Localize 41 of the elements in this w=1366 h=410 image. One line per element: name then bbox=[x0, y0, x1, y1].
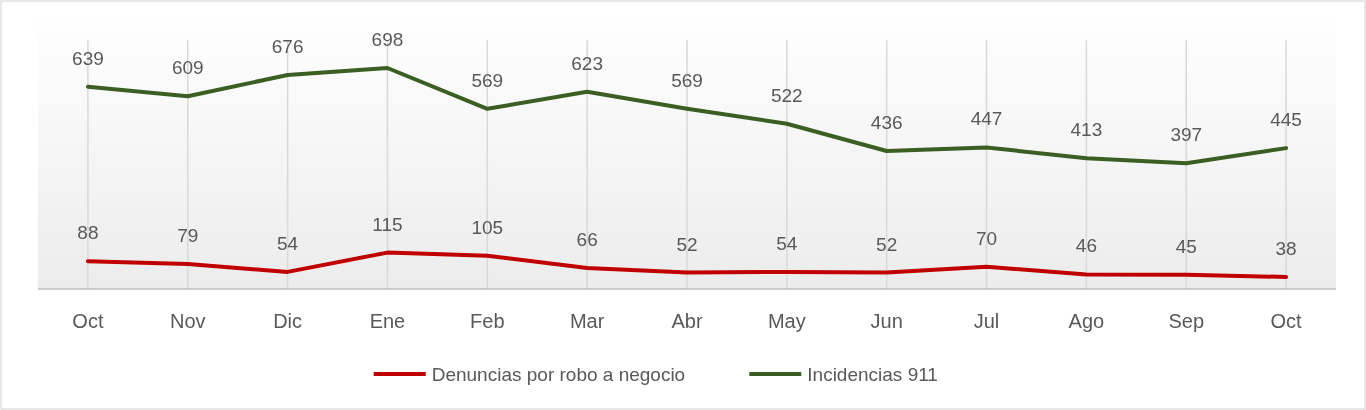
data-label: 413 bbox=[1070, 119, 1103, 141]
data-label: 397 bbox=[1170, 124, 1203, 146]
data-label: 676 bbox=[271, 35, 304, 57]
data-label: 447 bbox=[970, 108, 1003, 130]
x-tick-label: Abr bbox=[671, 310, 703, 332]
x-tick-label: Mar bbox=[569, 310, 605, 332]
data-label: 70 bbox=[975, 227, 998, 249]
data-label: 639 bbox=[72, 47, 104, 69]
x-tick-label: Ene bbox=[369, 310, 406, 332]
legend-label: Incidencias 911 bbox=[807, 364, 938, 385]
data-label: 569 bbox=[671, 69, 703, 91]
x-tick-label: Oct bbox=[1270, 310, 1303, 332]
x-tick-label: Nov bbox=[169, 310, 206, 332]
data-label: 445 bbox=[1270, 109, 1302, 131]
x-tick-label: Dic bbox=[273, 310, 303, 332]
x-tick-label: May bbox=[767, 310, 806, 332]
data-label: 698 bbox=[371, 29, 404, 50]
x-tick-label: Jul bbox=[973, 310, 1000, 332]
x-tick-label: Jun bbox=[870, 310, 903, 332]
data-label: 569 bbox=[471, 69, 504, 91]
data-label: 115 bbox=[372, 213, 403, 235]
data-label: 79 bbox=[177, 224, 199, 246]
data-label: 46 bbox=[1075, 235, 1097, 257]
data-label: 105 bbox=[471, 216, 504, 238]
x-tick-label: Oct bbox=[72, 310, 104, 332]
data-label: 38 bbox=[1275, 237, 1297, 259]
data-label: 52 bbox=[876, 233, 898, 255]
data-label: 54 bbox=[776, 232, 798, 254]
x-tick-label: Sep bbox=[1168, 310, 1205, 332]
x-tick-label: Ago bbox=[1068, 310, 1105, 332]
x-tick-label: Feb bbox=[470, 310, 505, 332]
legend-label: Denuncias por robo a negocio bbox=[431, 364, 686, 385]
data-label: 54 bbox=[277, 232, 299, 254]
data-label: 66 bbox=[576, 229, 598, 251]
data-label: 623 bbox=[571, 52, 604, 74]
data-label: 45 bbox=[1175, 235, 1197, 257]
data-label: 522 bbox=[770, 84, 803, 106]
data-label: 609 bbox=[171, 57, 204, 79]
data-label: 88 bbox=[77, 222, 99, 244]
data-label: 52 bbox=[676, 233, 698, 255]
data-label: 436 bbox=[870, 111, 903, 133]
